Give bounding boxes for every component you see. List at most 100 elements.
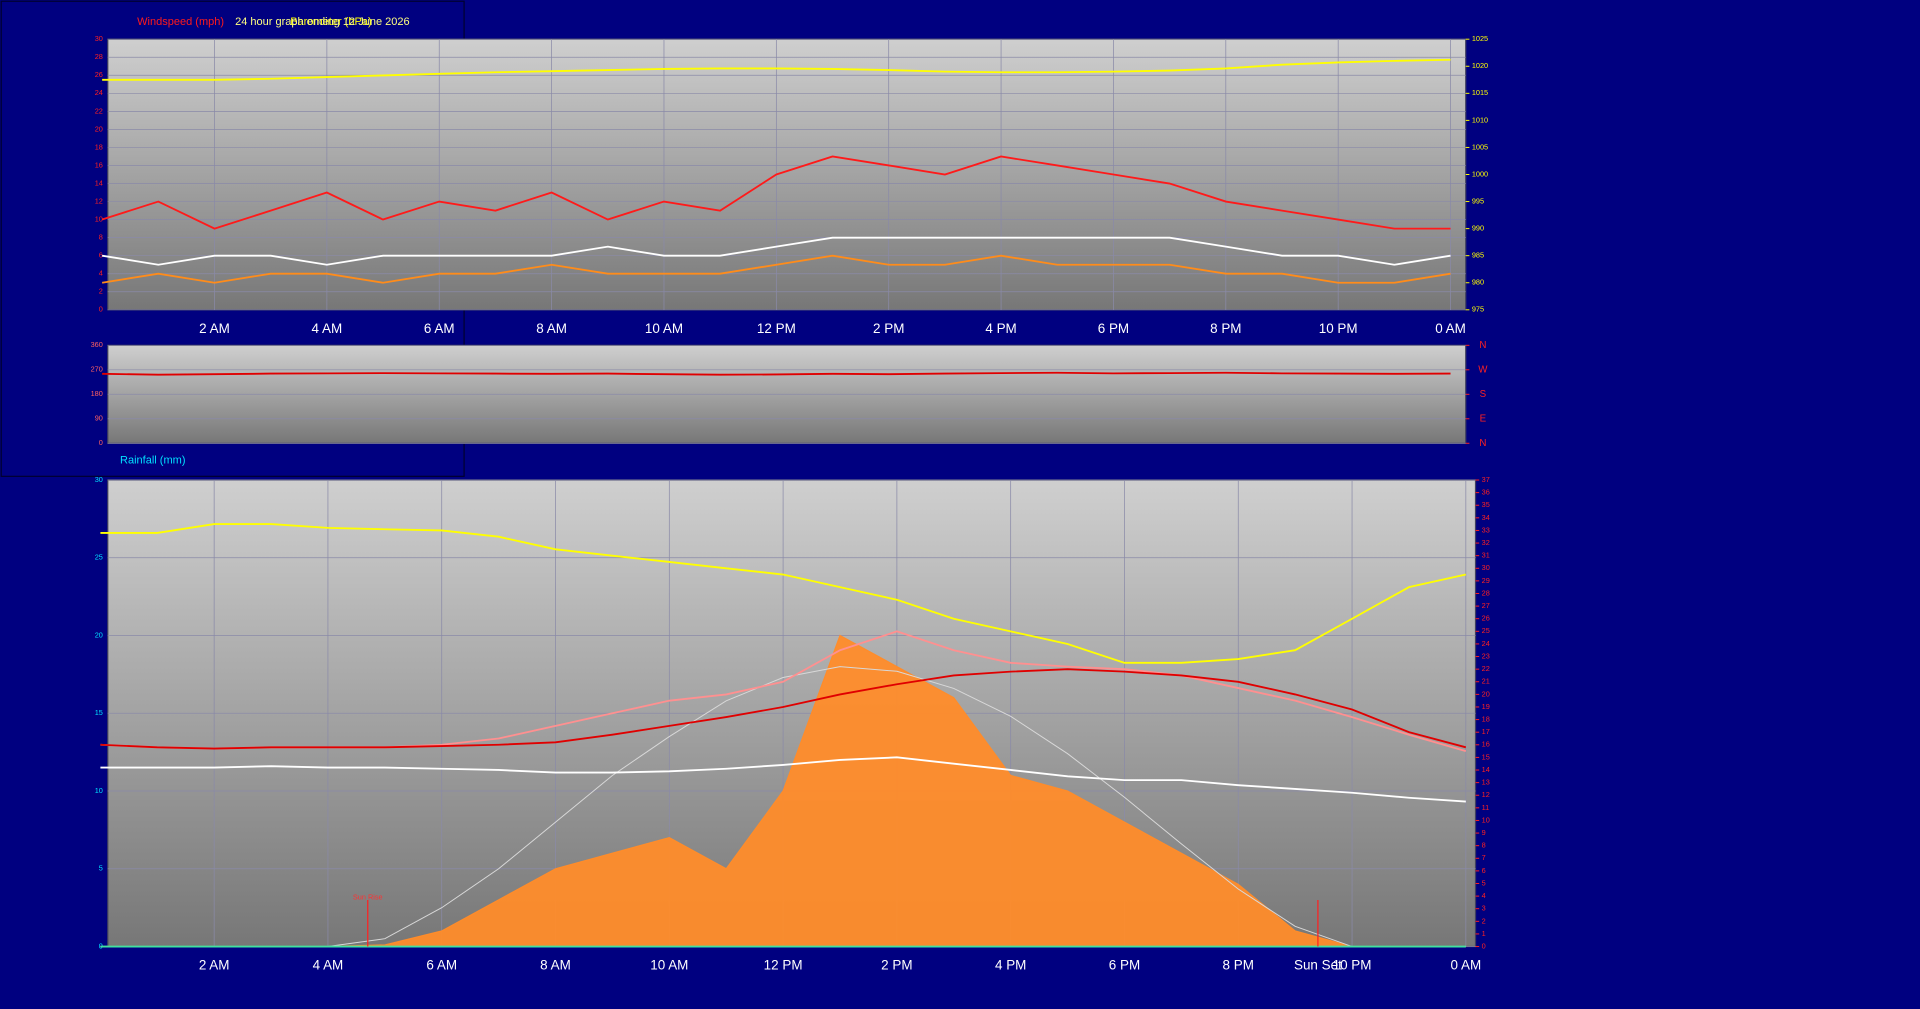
y-tick-label: 0 bbox=[99, 305, 103, 314]
y2-tick-label: 15 bbox=[1482, 752, 1490, 761]
y2-tick-label: 6 bbox=[1482, 866, 1486, 875]
x-tick-label: 6 AM bbox=[424, 321, 455, 336]
y-tick-label: 360 bbox=[91, 340, 103, 349]
line bbox=[101, 254, 1451, 284]
y2-tick-label: 1005 bbox=[1472, 142, 1488, 151]
y-tick-label: 4 bbox=[99, 269, 103, 278]
x-tick-label: 4 PM bbox=[995, 958, 1026, 973]
annotation: Sun Rise bbox=[353, 892, 383, 901]
y-tick-label: 5 bbox=[99, 864, 103, 873]
y2-tick-label: 22 bbox=[1482, 664, 1490, 673]
x-tick-label: 8 AM bbox=[536, 321, 567, 336]
y-tick-label: 24 bbox=[95, 88, 103, 97]
y-tick-label: 15 bbox=[95, 708, 103, 717]
y2-tick-label: 28 bbox=[1482, 588, 1490, 597]
y2-tick-label: 995 bbox=[1472, 196, 1484, 205]
y-tick-label: 18 bbox=[95, 142, 103, 151]
line bbox=[100, 668, 1467, 750]
y2-tick-label: 1015 bbox=[1472, 88, 1488, 97]
y2-tick-label: 35 bbox=[1482, 500, 1490, 509]
y2-tick-label: 34 bbox=[1482, 513, 1490, 522]
legend-label: Windspeed (mph) bbox=[137, 16, 224, 28]
y-tick-label: 6 bbox=[99, 251, 103, 260]
y2-tick-label: 18 bbox=[1482, 715, 1490, 724]
y2-tick-label: 12 bbox=[1482, 790, 1490, 799]
y-tick-label: 12 bbox=[95, 196, 103, 205]
y2-tick-label: 37 bbox=[1482, 475, 1490, 484]
y2-tick-label: 26 bbox=[1482, 614, 1490, 623]
y2-tick-label: 27 bbox=[1482, 601, 1490, 610]
x-tick-label: 4 PM bbox=[985, 321, 1016, 336]
y-tick-label: 10 bbox=[95, 215, 103, 224]
line bbox=[100, 756, 1466, 803]
x-tick-label: 6 PM bbox=[1109, 958, 1140, 973]
x-tick-label: 10 PM bbox=[1319, 321, 1358, 336]
y2-tick-label: 25 bbox=[1482, 626, 1490, 635]
y2-tick-label: 975 bbox=[1472, 305, 1484, 314]
y-tick-label: 20 bbox=[95, 630, 103, 639]
plot-area bbox=[107, 38, 1467, 311]
y2-tick-label: 1000 bbox=[1472, 169, 1488, 178]
y2-tick-label: 2 bbox=[1482, 916, 1486, 925]
chart-title: 24 hour graph ending 12 June 2026 bbox=[235, 16, 410, 28]
x-tick-label: 6 PM bbox=[1098, 321, 1129, 336]
y2-tick-label: 21 bbox=[1482, 677, 1490, 686]
y2-tick-label: 7 bbox=[1482, 853, 1486, 862]
x-tick-label: 0 AM bbox=[1451, 958, 1482, 973]
y2-tick-label: 33 bbox=[1482, 525, 1490, 534]
y2-tick-label: 4 bbox=[1482, 891, 1486, 900]
x-tick-label: 10 PM bbox=[1333, 958, 1372, 973]
x-tick-label: 6 AM bbox=[426, 958, 457, 973]
y-tick-label: 26 bbox=[95, 70, 103, 79]
y2-tick-label: 990 bbox=[1472, 224, 1484, 233]
y2-tick-label: 10 bbox=[1482, 815, 1490, 824]
y2-tick-label: 30 bbox=[1482, 563, 1490, 572]
x-tick-label: 12 PM bbox=[764, 958, 803, 973]
x-tick-label: 2 AM bbox=[199, 321, 230, 336]
y-tick-label: 180 bbox=[91, 389, 103, 398]
y2-tick-label: 1 bbox=[1482, 929, 1486, 938]
y-tick-label: 14 bbox=[95, 178, 103, 187]
x-tick-label: 10 AM bbox=[650, 958, 688, 973]
y-tick-label: 270 bbox=[91, 365, 103, 374]
y2-tick-label: 32 bbox=[1482, 538, 1490, 547]
x-tick-label: 10 AM bbox=[645, 321, 683, 336]
y2-tick-label: 13 bbox=[1482, 778, 1490, 787]
y2-tick-label: 16 bbox=[1482, 740, 1490, 749]
y2-tick-label: N bbox=[1479, 340, 1486, 351]
y-tick-label: 20 bbox=[95, 124, 103, 133]
y-tick-label: 90 bbox=[95, 414, 103, 423]
y2-tick-label: 9 bbox=[1482, 828, 1486, 837]
x-tick-label: 12 PM bbox=[757, 321, 796, 336]
y-tick-label: 2 bbox=[99, 287, 103, 296]
x-tick-label: 4 AM bbox=[313, 958, 344, 973]
y2-tick-label: 3 bbox=[1482, 904, 1486, 913]
y2-tick-label: 14 bbox=[1482, 765, 1490, 774]
y-tick-label: 28 bbox=[95, 52, 103, 61]
y2-tick-label: N bbox=[1479, 438, 1486, 449]
y-tick-label: 10 bbox=[95, 786, 103, 795]
line bbox=[102, 58, 1451, 81]
line bbox=[101, 236, 1451, 266]
x-tick-label: 4 AM bbox=[312, 321, 343, 336]
x-tick-label: 8 PM bbox=[1223, 958, 1254, 973]
y2-tick-label: 24 bbox=[1482, 639, 1490, 648]
y2-tick-label: 5 bbox=[1482, 878, 1486, 887]
y2-tick-label: 36 bbox=[1482, 488, 1490, 497]
y2-tick-label: 0 bbox=[1482, 941, 1486, 950]
legend-label: Rainfall (mm) bbox=[120, 454, 186, 466]
x-tick-label: 2 PM bbox=[881, 958, 912, 973]
y2-tick-label: 19 bbox=[1482, 702, 1490, 711]
y2-tick-label: 1020 bbox=[1472, 61, 1488, 70]
line bbox=[102, 371, 1451, 376]
x-tick-label: 8 AM bbox=[540, 958, 571, 973]
y2-tick-label: S bbox=[1480, 389, 1487, 400]
y2-tick-label: 1010 bbox=[1472, 115, 1488, 124]
y2-tick-label: 1025 bbox=[1472, 34, 1488, 43]
line bbox=[100, 523, 1467, 664]
legend-label: Barometer (hPa) bbox=[290, 16, 371, 28]
x-tick-label: 0 AM bbox=[1435, 321, 1466, 336]
x-tick-label: 8 PM bbox=[1210, 321, 1241, 336]
